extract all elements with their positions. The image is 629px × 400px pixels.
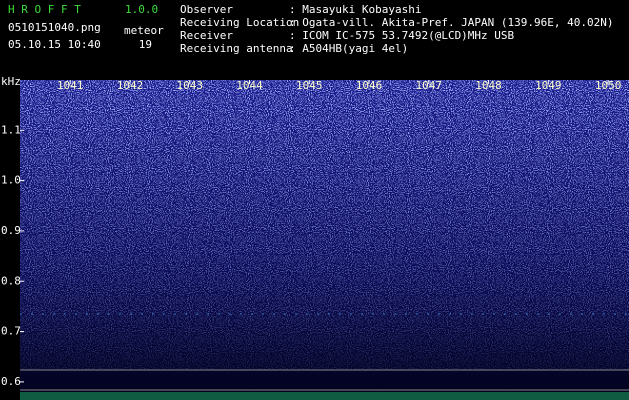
version: 1.0.0	[125, 3, 158, 16]
count-label: meteor	[124, 24, 164, 37]
info-label: Receiving antenna	[180, 42, 293, 55]
app-name: H R O F F T	[8, 3, 81, 16]
y-tick-label: 0.9	[1, 224, 21, 237]
x-tick-label: 1048	[475, 79, 502, 92]
y-tick-label: 0.6	[1, 375, 21, 388]
x-tick-label: 1042	[117, 79, 144, 92]
datetime: 05.10.15 10:40	[8, 38, 101, 51]
y-tick-label: 1.0	[1, 174, 21, 187]
y-tick-label: 0.7	[1, 325, 21, 338]
file-name: 0510151040.png	[8, 21, 101, 34]
x-tick-label: 1046	[356, 79, 383, 92]
x-tick-label: 1043	[176, 79, 203, 92]
axes: kHz 1.1 1.0 0.9 0.8 0.7 0.6 1041 1042 1043 1044 104…	[1, 75, 621, 388]
info-label: Receiving Location	[180, 16, 299, 29]
y-unit: kHz	[1, 75, 21, 88]
info-label: Observer	[180, 3, 233, 16]
info-value: : Ogata-vill. Akita-Pref. JAPAN (139.96E…	[289, 16, 614, 29]
info-value: : ICOM IC-575 53.7492(@LCD)MHz USB	[289, 29, 515, 42]
y-tick-label: 1.1	[1, 123, 21, 136]
x-tick-label: 1041	[57, 79, 84, 92]
info-label: Receiver	[180, 29, 233, 42]
y-tick-label: 0.8	[1, 274, 21, 287]
x-tick-label: 1045	[296, 79, 323, 92]
meteor-count: 19	[139, 38, 152, 51]
x-tick-label: 1050	[595, 79, 622, 92]
level-strip	[20, 392, 629, 400]
x-tick-label: 1044	[236, 79, 263, 92]
x-tick-label: 1047	[416, 79, 443, 92]
info-value: : A504HB(yagi 4el)	[289, 42, 408, 55]
spectrogram-noise	[20, 80, 629, 370]
info-value: : Masayuki Kobayashi	[289, 3, 421, 16]
x-tick-label: 1049	[535, 79, 562, 92]
